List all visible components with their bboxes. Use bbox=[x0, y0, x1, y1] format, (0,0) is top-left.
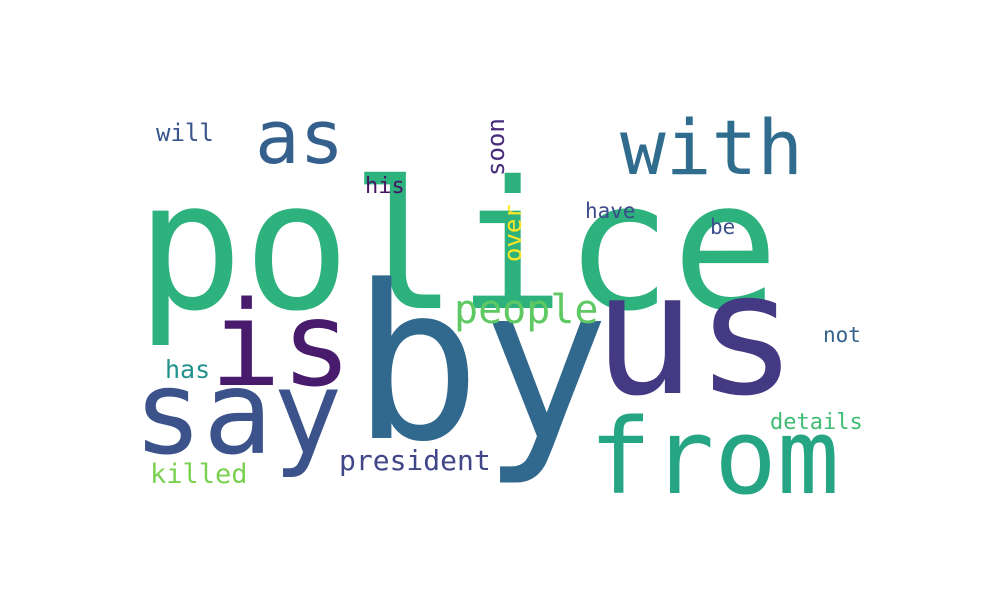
word-is: is bbox=[210, 275, 352, 413]
word-as: as bbox=[255, 95, 344, 181]
word-say: say bbox=[133, 346, 343, 481]
word-soon: soon bbox=[482, 118, 510, 176]
word-people: people bbox=[454, 287, 599, 333]
word-his: his bbox=[365, 174, 405, 199]
word-from: from bbox=[589, 396, 839, 518]
word-us: us bbox=[593, 236, 798, 434]
word-with: with bbox=[620, 103, 803, 192]
word-killed: killed bbox=[150, 459, 248, 490]
word-have: have bbox=[585, 199, 636, 223]
word-details: details bbox=[770, 410, 863, 435]
word-not: not bbox=[823, 323, 861, 347]
word-will: will bbox=[156, 119, 214, 147]
word-police: police bbox=[136, 143, 779, 350]
word-by: by bbox=[352, 240, 610, 489]
word-president: president bbox=[339, 444, 491, 477]
word-be: be bbox=[710, 215, 735, 239]
word-has: has bbox=[165, 355, 210, 384]
word-over: over bbox=[499, 204, 527, 262]
